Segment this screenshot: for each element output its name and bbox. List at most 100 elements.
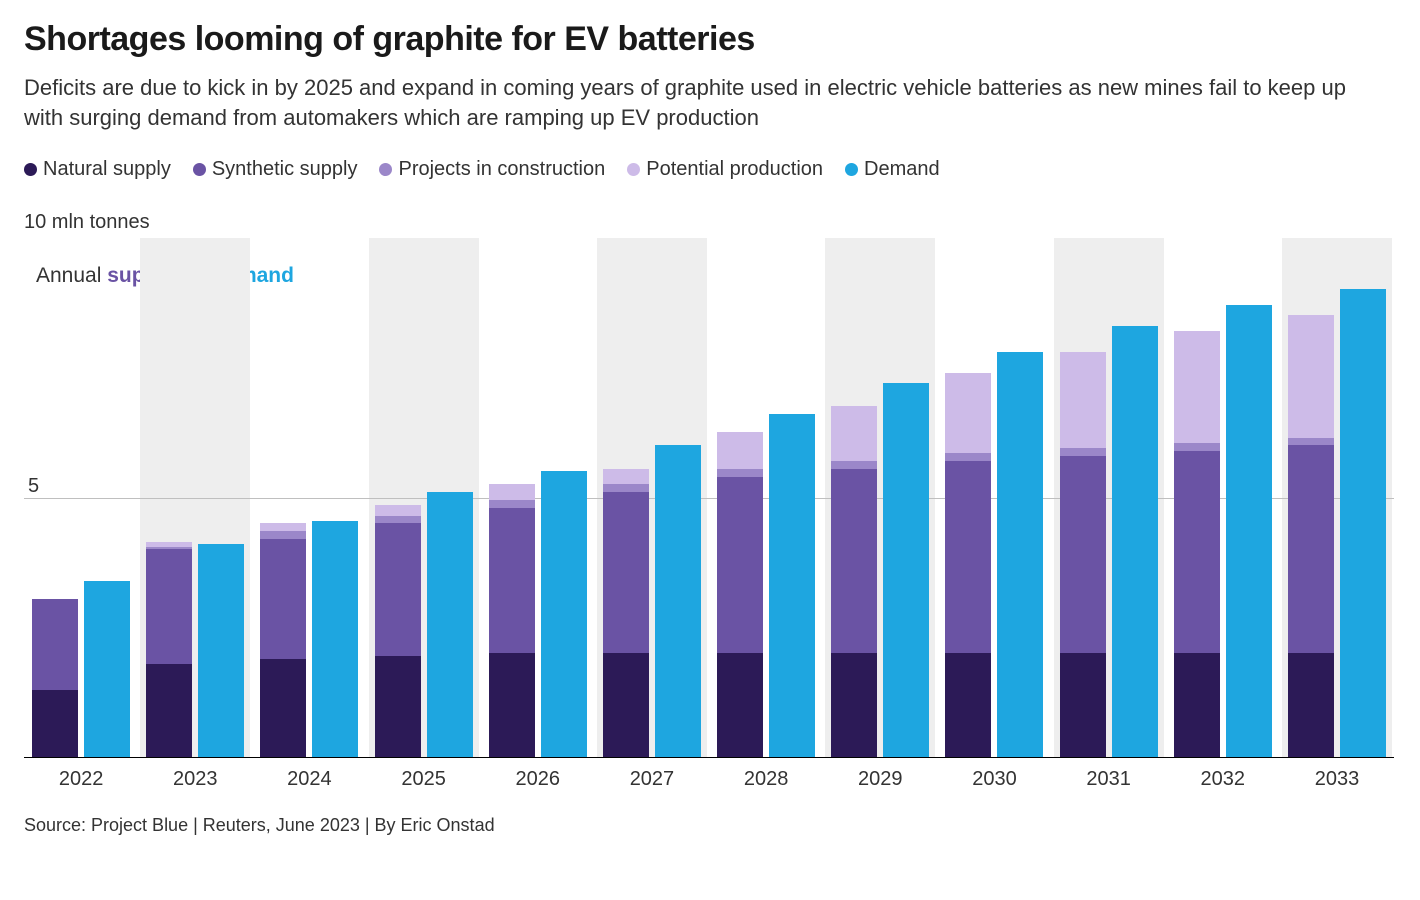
supply-bar xyxy=(32,599,78,758)
chart-subtitle: Deficits are due to kick in by 2025 and … xyxy=(24,73,1374,132)
supply-segment-natural xyxy=(831,653,877,757)
supply-bar xyxy=(1288,315,1334,757)
supply-segment-natural xyxy=(1288,653,1334,757)
supply-segment-natural xyxy=(375,656,421,757)
legend-swatch xyxy=(24,163,37,176)
supply-bar xyxy=(146,542,192,758)
supply-segment-natural xyxy=(945,653,991,757)
supply-segment-potential xyxy=(945,373,991,454)
x-axis-label: 2029 xyxy=(823,768,937,791)
supply-segment-projects xyxy=(831,461,877,469)
supply-segment-natural xyxy=(603,653,649,757)
legend-item: Potential production xyxy=(627,158,823,181)
supply-segment-synthetic xyxy=(1174,451,1220,654)
x-axis-label: 2023 xyxy=(138,768,252,791)
supply-segment-natural xyxy=(146,664,192,758)
supply-segment-synthetic xyxy=(831,469,877,654)
legend-label: Natural supply xyxy=(43,158,171,181)
demand-segment xyxy=(1226,305,1272,757)
legend-swatch xyxy=(845,163,858,176)
demand-segment xyxy=(198,544,244,757)
demand-segment xyxy=(427,492,473,757)
supply-segment-potential xyxy=(375,505,421,515)
supply-segment-synthetic xyxy=(32,599,78,690)
demand-bar xyxy=(198,544,244,757)
supply-segment-synthetic xyxy=(717,477,763,654)
demand-bar xyxy=(655,445,701,757)
demand-bar xyxy=(1340,289,1386,757)
supply-segment-synthetic xyxy=(1060,456,1106,654)
supply-segment-potential xyxy=(831,406,877,461)
supply-bar xyxy=(603,469,649,758)
demand-segment xyxy=(883,383,929,757)
supply-segment-natural xyxy=(260,659,306,758)
x-axis-label: 2028 xyxy=(709,768,823,791)
supply-segment-natural xyxy=(489,653,535,757)
demand-bar xyxy=(1112,326,1158,758)
chart-title: Shortages looming of graphite for EV bat… xyxy=(24,20,1396,59)
legend-item: Synthetic supply xyxy=(193,158,358,181)
supply-segment-synthetic xyxy=(260,539,306,659)
supply-segment-projects xyxy=(603,484,649,492)
x-axis-label: 2030 xyxy=(937,768,1051,791)
demand-segment xyxy=(769,414,815,757)
supply-segment-potential xyxy=(489,484,535,500)
source-line: Source: Project Blue | Reuters, June 202… xyxy=(24,815,1396,836)
demand-bar xyxy=(883,383,929,757)
legend-swatch xyxy=(193,163,206,176)
supply-segment-potential xyxy=(717,432,763,468)
demand-bar xyxy=(84,581,130,758)
x-axis: 2022202320242025202620272028202920302031… xyxy=(24,768,1394,791)
supply-bar xyxy=(1060,352,1106,758)
demand-segment xyxy=(1112,326,1158,758)
x-axis-label: 2024 xyxy=(252,768,366,791)
demand-segment xyxy=(655,445,701,757)
demand-bar xyxy=(427,492,473,757)
supply-bar xyxy=(260,523,306,757)
y-axis-top-label: 10 mln tonnes xyxy=(24,211,1396,234)
x-axis-label: 2026 xyxy=(481,768,595,791)
supply-bar xyxy=(489,484,535,757)
demand-bar xyxy=(312,521,358,758)
legend-swatch xyxy=(379,163,392,176)
supply-segment-projects xyxy=(1174,443,1220,451)
x-axis-label: 2025 xyxy=(367,768,481,791)
y-tick-label: 5 xyxy=(28,475,39,498)
legend-item: Natural supply xyxy=(24,158,171,181)
supply-segment-potential xyxy=(1288,315,1334,437)
supply-segment-natural xyxy=(1060,653,1106,757)
legend: Natural supply Synthetic supply Projects i… xyxy=(24,158,1396,181)
supply-segment-natural xyxy=(32,690,78,758)
legend-item: Demand xyxy=(845,158,940,181)
supply-segment-projects xyxy=(1288,438,1334,446)
supply-segment-projects xyxy=(717,469,763,477)
demand-segment xyxy=(84,581,130,758)
x-axis-label: 2032 xyxy=(1166,768,1280,791)
legend-swatch xyxy=(627,163,640,176)
supply-segment-synthetic xyxy=(146,549,192,663)
supply-bar xyxy=(831,406,877,757)
demand-segment xyxy=(997,352,1043,758)
x-axis-label: 2031 xyxy=(1052,768,1166,791)
supply-segment-synthetic xyxy=(1288,445,1334,653)
supply-bar xyxy=(1174,331,1220,757)
legend-label: Synthetic supply xyxy=(212,158,358,181)
plot-area: Annual supply vs. demand 5 xyxy=(24,238,1394,758)
demand-segment xyxy=(541,471,587,757)
supply-segment-potential xyxy=(1174,331,1220,443)
supply-segment-synthetic xyxy=(603,492,649,653)
demand-bar xyxy=(541,471,587,757)
legend-label: Projects in construction xyxy=(398,158,605,181)
supply-segment-potential xyxy=(1060,352,1106,448)
supply-segment-potential xyxy=(260,523,306,531)
supply-bar xyxy=(375,505,421,757)
demand-segment xyxy=(312,521,358,758)
demand-bar xyxy=(997,352,1043,758)
legend-label: Demand xyxy=(864,158,940,181)
supply-segment-synthetic xyxy=(489,508,535,654)
supply-segment-projects xyxy=(1060,448,1106,456)
supply-segment-projects xyxy=(945,453,991,461)
demand-segment xyxy=(1340,289,1386,757)
supply-segment-synthetic xyxy=(375,523,421,656)
demand-bar xyxy=(1226,305,1272,757)
